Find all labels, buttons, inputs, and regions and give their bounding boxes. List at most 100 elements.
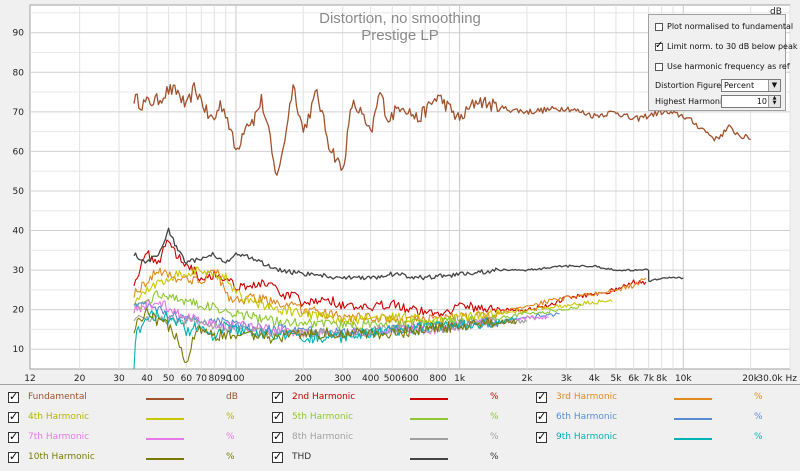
legend-label: 8th Harmonic	[292, 432, 354, 442]
x-tick-label: 2k	[521, 374, 533, 384]
legend-checkbox-8th-harmonic[interactable]	[272, 430, 283, 443]
spinner-arrows-icon[interactable]: ▲ ▼	[768, 96, 780, 107]
legend-color-swatch[interactable]	[146, 438, 184, 440]
x-tick-label: 200	[295, 374, 312, 384]
distortion-figures-value: Percent	[724, 81, 755, 90]
legend-item-10th-harmonic[interactable]: 10th Harmonic%	[8, 449, 248, 467]
plot-normalised-option[interactable]: Plot normalised to fundamental	[655, 22, 793, 31]
legend-unit: %	[226, 432, 235, 442]
x-tick-label: 1k	[454, 374, 466, 384]
legend-color-swatch[interactable]	[674, 398, 712, 400]
legend-item-6th-harmonic[interactable]: 6th Harmonic%	[536, 409, 776, 427]
legend-unit: %	[226, 412, 235, 422]
legend-label: 3rd Harmonic	[556, 392, 618, 402]
limit-norm-label: Limit norm. to 30 dB below peak	[667, 42, 798, 51]
chart-subtitle: Prestige LP	[361, 27, 439, 44]
legend-label: 4th Harmonic	[28, 412, 90, 422]
legend-item-fundamental[interactable]: Fundamental dB	[8, 389, 248, 407]
legend-color-swatch[interactable]	[410, 458, 448, 460]
legend-label: 9th Harmonic	[556, 432, 618, 442]
legend-color-swatch[interactable]	[674, 418, 712, 420]
legend-color-swatch[interactable]	[410, 418, 448, 420]
highest-harmonic-text: Highest Harmonic:	[655, 97, 730, 106]
legend-checkbox-5th-harmonic[interactable]	[272, 410, 283, 423]
legend-label: 6th Harmonic	[556, 412, 618, 422]
legend-checkbox-4th-harmonic[interactable]	[8, 410, 19, 423]
series-line-4th-harmonic	[133, 266, 613, 327]
legend-color-swatch[interactable]	[146, 398, 184, 400]
legend-item-3rd-harmonic[interactable]: 3rd Harmonic%	[536, 389, 776, 407]
distortion-figures-label: Distortion Figures:	[655, 81, 728, 90]
series-layer	[133, 82, 751, 370]
x-tick-label: 10k	[675, 374, 692, 384]
y-tick-label: 90	[13, 29, 25, 39]
legend-label: 5th Harmonic	[292, 412, 354, 422]
legend-label: 7th Harmonic	[28, 432, 90, 442]
y-unit-label: dB	[770, 7, 782, 17]
x-tick-label: 30.0k Hz	[757, 374, 797, 384]
legend-item-thd[interactable]: THD%	[272, 449, 512, 467]
x-tick-label: 20	[74, 374, 86, 384]
x-tick-label: 20k	[742, 374, 759, 384]
legend-color-swatch[interactable]	[146, 458, 184, 460]
series-line-8th-harmonic	[133, 314, 528, 339]
x-tick-label: 300	[334, 374, 351, 384]
legend-checkbox-6th-harmonic[interactable]	[536, 410, 547, 423]
highest-harmonic-spinner[interactable]: 10 ▲ ▼	[721, 95, 781, 108]
legend-checkbox-10th-harmonic[interactable]	[8, 450, 19, 463]
limit-norm-option[interactable]: Limit norm. to 30 dB below peak	[655, 40, 798, 51]
x-tick-label: 7k	[643, 374, 655, 384]
x-tick-label: 50	[163, 374, 175, 384]
y-tick-label: 80	[13, 68, 25, 78]
x-tick-label: 8k	[656, 374, 668, 384]
limit-norm-checkbox[interactable]	[655, 40, 663, 51]
legend-checkbox-fundamental[interactable]	[8, 390, 19, 403]
legend-color-swatch[interactable]	[410, 398, 448, 400]
chevron-down-icon[interactable]: ▼	[768, 80, 780, 91]
grid	[30, 5, 791, 369]
legend-item-4th-harmonic[interactable]: 4th Harmonic%	[8, 409, 248, 427]
x-tick-label: 70	[196, 374, 208, 384]
x-tick-label: 90	[220, 374, 232, 384]
distortion-figures-select[interactable]: Percent ▼	[721, 79, 781, 92]
legend-item-5th-harmonic[interactable]: 5th Harmonic%	[272, 409, 512, 427]
x-tick-label: 30	[113, 374, 125, 384]
legend-checkbox-3rd-harmonic[interactable]	[536, 390, 547, 403]
x-tick-label: 400	[362, 374, 379, 384]
y-tick-label: 50	[13, 187, 25, 197]
y-tick-label: 20	[13, 306, 25, 316]
legend-checkbox-9th-harmonic[interactable]	[536, 430, 547, 443]
x-tick-label: 80	[209, 374, 221, 384]
use-harmonic-freq-checkbox[interactable]	[655, 62, 663, 71]
highest-harmonic-label: Highest Harmonic:	[655, 97, 729, 106]
legend-checkbox-2nd-harmonic[interactable]	[272, 390, 283, 403]
x-tick-label: 4k	[589, 374, 601, 384]
legend-unit: %	[754, 392, 763, 402]
legend-item-9th-harmonic[interactable]: 9th Harmonic%	[536, 429, 776, 447]
legend-item-8th-harmonic[interactable]: 8th Harmonic%	[272, 429, 512, 447]
legend-item-7th-harmonic[interactable]: 7th Harmonic%	[8, 429, 248, 447]
y-tick-label: 70	[13, 108, 25, 118]
use-harmonic-freq-option[interactable]: Use harmonic frequency as ref	[655, 62, 790, 71]
plot-normalised-label: Plot normalised to fundamental	[667, 22, 794, 31]
y-tick-label: 30	[13, 266, 25, 276]
legend-color-swatch[interactable]	[410, 438, 448, 440]
plot-normalised-checkbox[interactable]	[655, 22, 663, 31]
x-tick-label: 6k	[628, 374, 640, 384]
y-tick-label: 40	[13, 227, 25, 237]
legend-label: 2nd Harmonic	[292, 392, 356, 402]
legend-color-swatch[interactable]	[146, 418, 184, 420]
legend-color-swatch[interactable]	[674, 438, 712, 440]
legend-label: THD	[292, 452, 312, 462]
y-tick-label: 10	[13, 345, 25, 355]
legend-checkbox-7th-harmonic[interactable]	[8, 430, 19, 443]
legend-item-2nd-harmonic[interactable]: 2nd Harmonic%	[272, 389, 512, 407]
legend-unit: %	[754, 412, 763, 422]
legend-checkbox-thd[interactable]	[272, 450, 283, 463]
legend-unit: %	[490, 452, 499, 462]
legend-unit: %	[226, 452, 235, 462]
legend-unit: dB	[226, 392, 238, 402]
legend-unit: %	[754, 432, 763, 442]
series-line-thd	[133, 227, 684, 283]
